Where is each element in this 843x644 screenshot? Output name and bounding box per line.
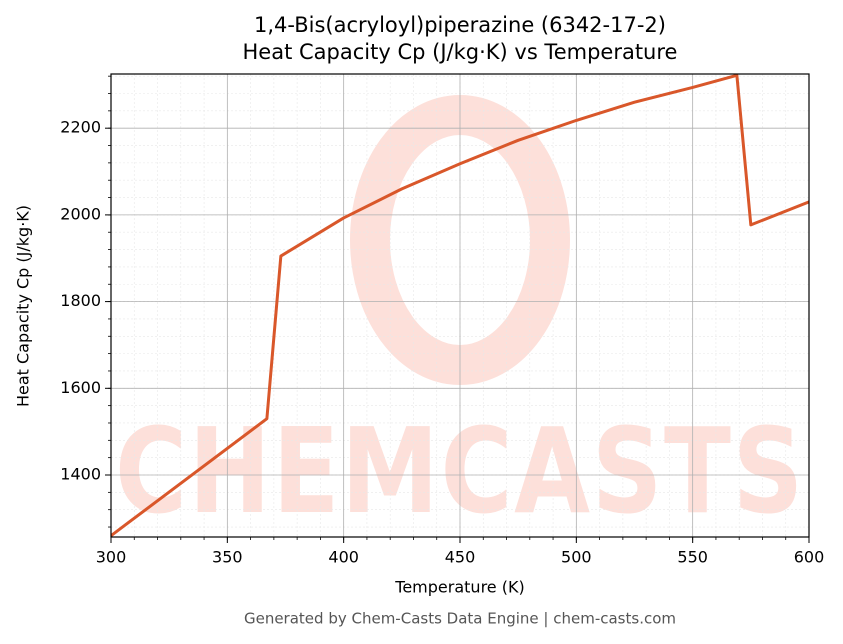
chart-title: 1,4-Bis(acryloyl)piperazine (6342-17-2): [254, 13, 666, 37]
x-tick-label: 400: [328, 548, 359, 567]
watermark: CHEMCASTS: [115, 402, 805, 540]
x-axis-label: Temperature (K): [394, 578, 524, 597]
y-tick-label: 2200: [60, 118, 101, 137]
y-tick-label: 2000: [60, 204, 101, 223]
x-tick-label: 450: [445, 548, 476, 567]
x-tick-label: 500: [561, 548, 592, 567]
chart-subtitle: Heat Capacity Cp (J/kg·K) vs Temperature: [243, 40, 678, 64]
footer: Generated by Chem-Casts Data Engine | ch…: [244, 610, 676, 628]
x-tick-label: 550: [677, 548, 708, 567]
y-axis-label: Heat Capacity Cp (J/kg·K): [14, 205, 33, 407]
x-tick-label: 600: [794, 548, 825, 567]
x-tick-label: 300: [96, 548, 127, 567]
x-tick-label: 350: [212, 548, 243, 567]
plot-frame: [110, 73, 810, 538]
y-tick-label: 1400: [60, 465, 101, 484]
data-line: [111, 74, 809, 537]
y-tick-label: 1800: [60, 291, 101, 310]
y-tick-label: 1600: [60, 378, 101, 397]
